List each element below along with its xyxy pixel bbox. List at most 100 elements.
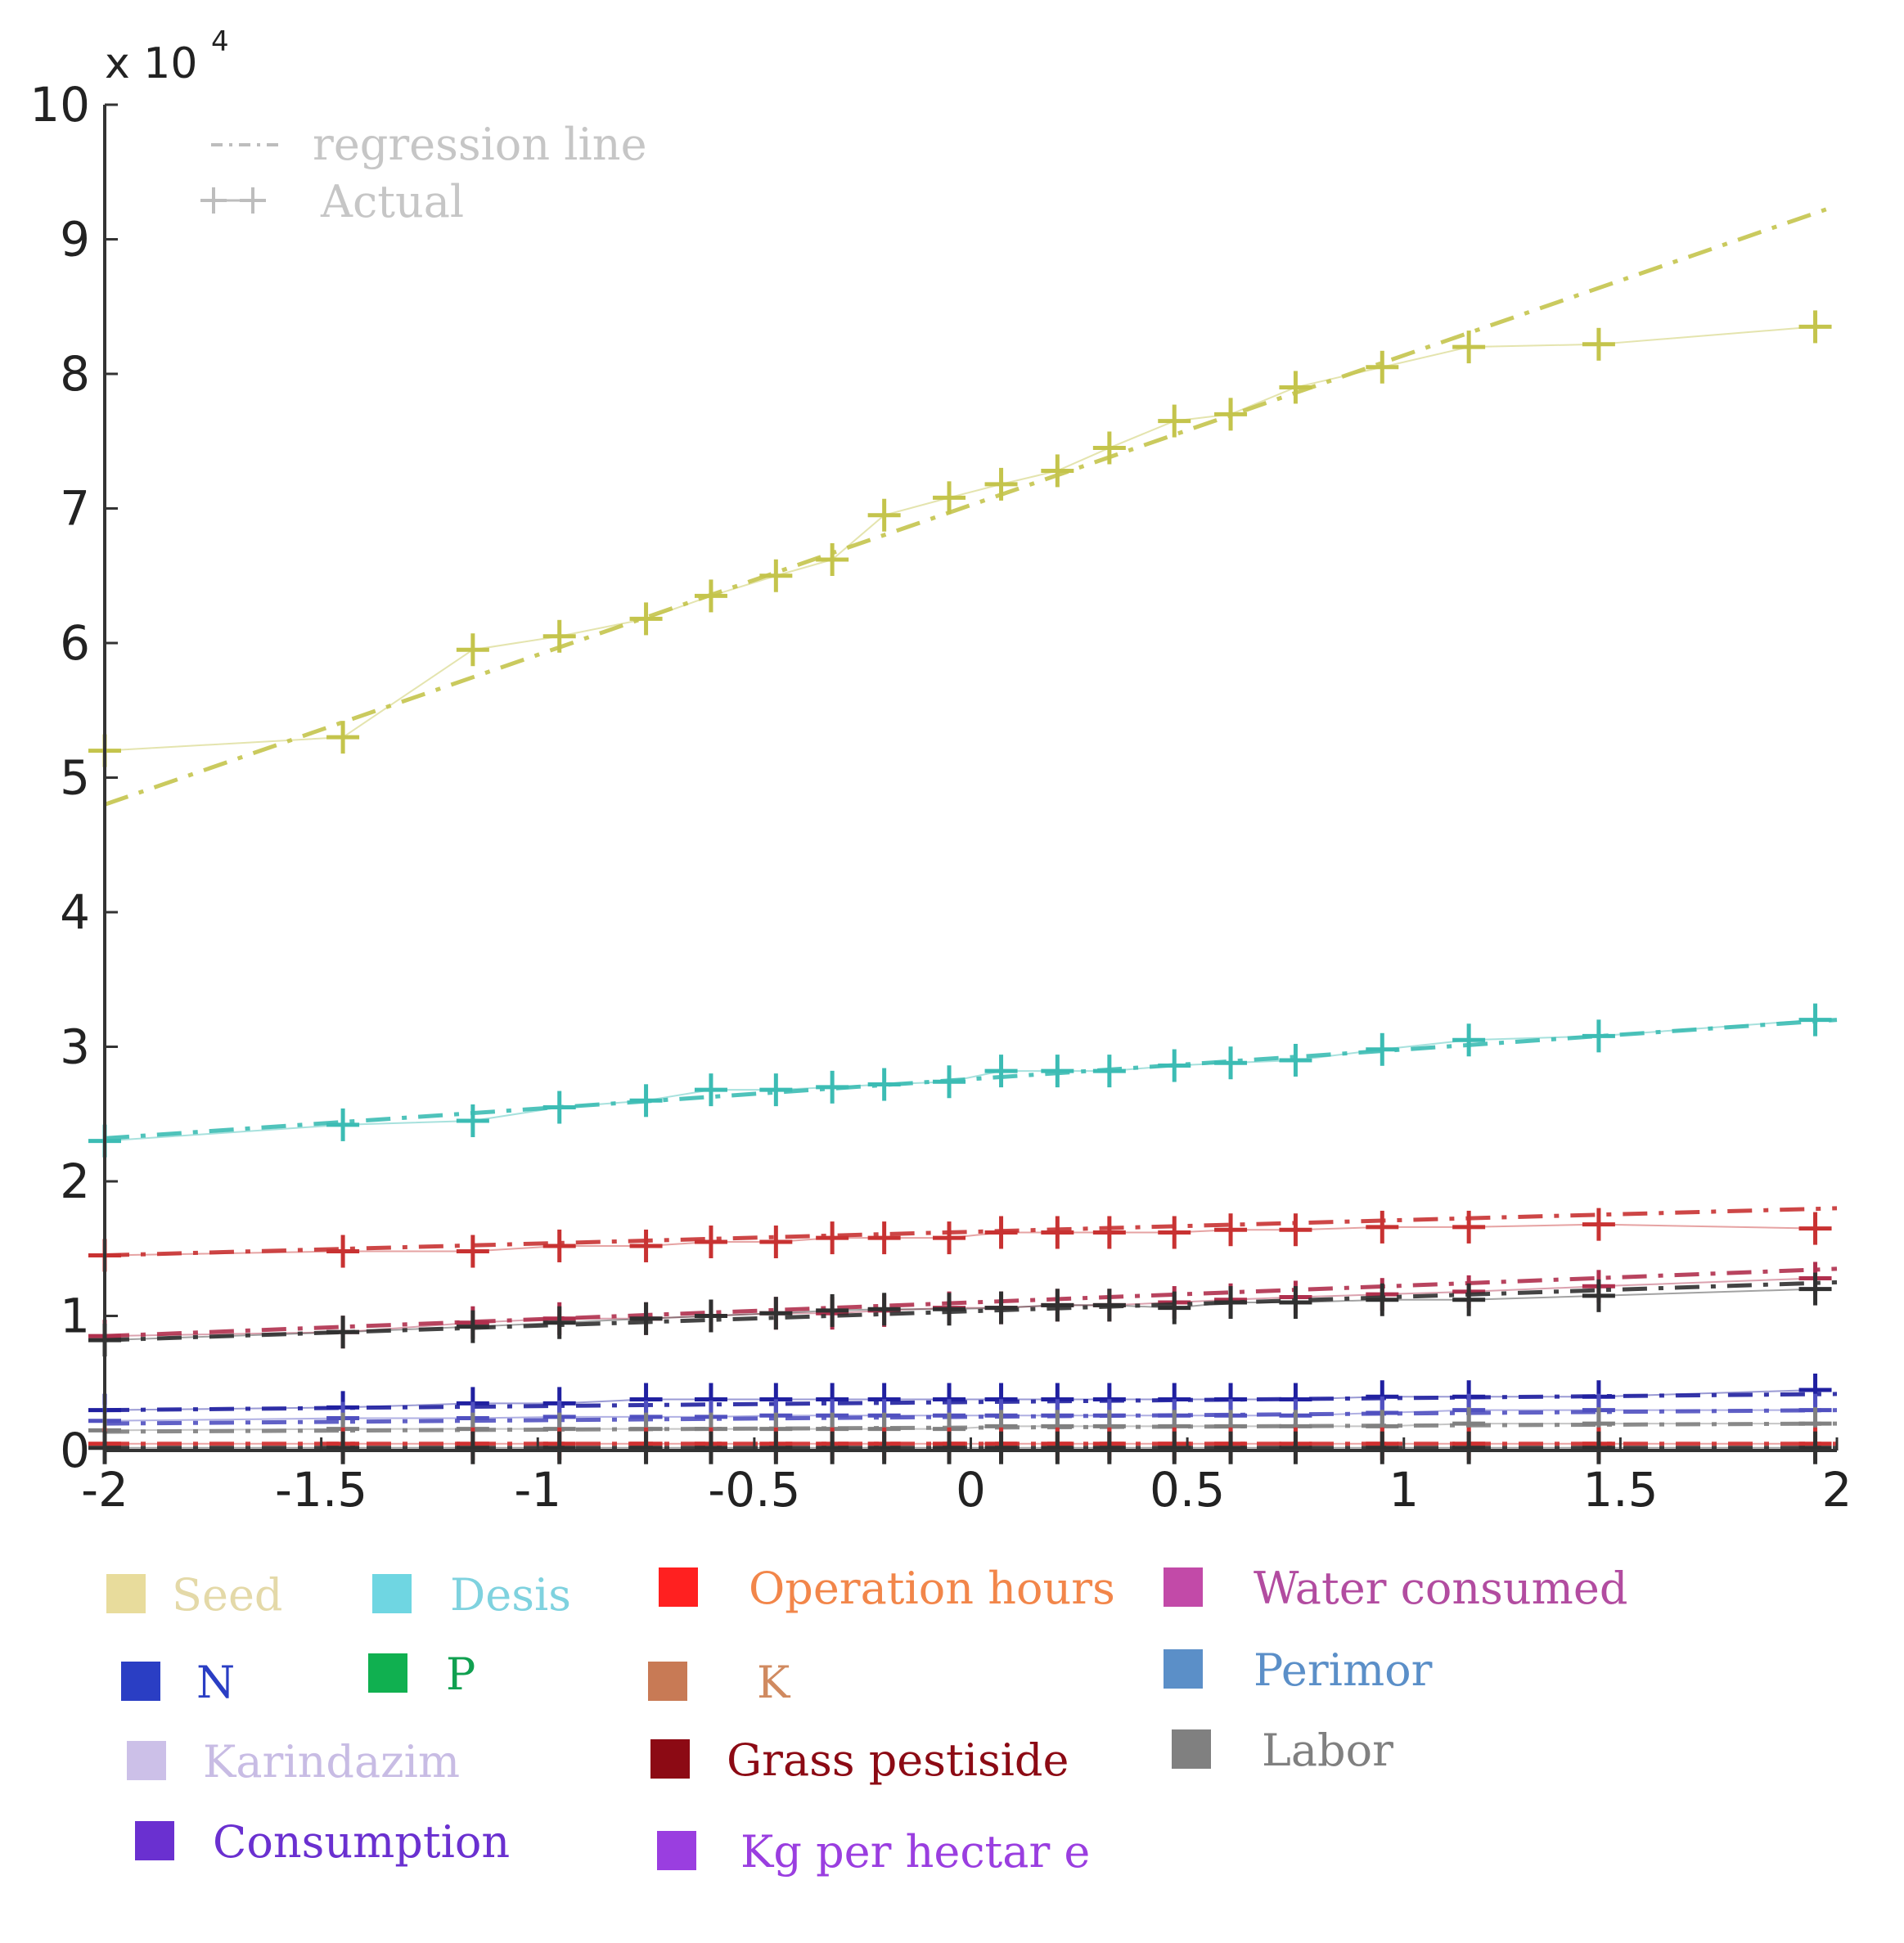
legend-item-water-consumed: Water consumed bbox=[1164, 1563, 1627, 1614]
actual-marker bbox=[1452, 331, 1486, 364]
actual-marker bbox=[759, 1431, 793, 1464]
actual-marker bbox=[694, 1073, 727, 1107]
x-tick-label: -2 bbox=[81, 1462, 128, 1518]
actual-marker bbox=[1798, 1212, 1832, 1245]
legend-item-p: P bbox=[368, 1648, 475, 1700]
actual-marker bbox=[326, 721, 360, 754]
x-tick-label: 2 bbox=[1822, 1462, 1852, 1518]
actual-marker bbox=[456, 633, 489, 667]
inner-legend-label: regression line bbox=[313, 119, 647, 170]
actual-marker bbox=[1214, 398, 1248, 431]
actual-marker bbox=[694, 1299, 727, 1333]
actual-marker bbox=[816, 1431, 849, 1464]
actual-marker bbox=[1366, 1032, 1399, 1066]
legend-label: Desis bbox=[450, 1569, 571, 1621]
actual-marker bbox=[1214, 1046, 1248, 1080]
actual-marker bbox=[759, 1073, 793, 1107]
actual-marker bbox=[456, 1104, 489, 1137]
actual-marker bbox=[542, 619, 576, 653]
y-tick-label: 10 bbox=[29, 77, 90, 133]
actual-marker bbox=[542, 1229, 576, 1262]
actual-marker bbox=[1158, 1291, 1191, 1325]
y-tick-label: 2 bbox=[60, 1154, 90, 1209]
legend-swatch bbox=[372, 1574, 412, 1613]
axes-layer: 0 1 2 3 4 5 6 7 8 9 10 -2 -1.5 -1 -0.5 0 0.5 1 1.5 2 x 10 4 bbox=[29, 25, 1852, 1518]
legend-swatch bbox=[106, 1574, 146, 1613]
actual-marker bbox=[629, 1229, 663, 1262]
actual-marker bbox=[1214, 1213, 1248, 1247]
x-tick-label: 1 bbox=[1389, 1462, 1419, 1518]
actual-marker bbox=[867, 1431, 901, 1464]
legend-swatch bbox=[1172, 1729, 1211, 1769]
regression-line bbox=[104, 204, 1838, 807]
actual-marker bbox=[933, 481, 966, 515]
actual-marker bbox=[326, 1431, 360, 1464]
legend-swatch bbox=[135, 1821, 174, 1860]
actual-marker bbox=[326, 1108, 360, 1141]
legend-item-operation-hours: Operation hours bbox=[659, 1563, 1115, 1614]
actual-marker bbox=[816, 1221, 849, 1255]
actual-marker bbox=[1452, 1431, 1486, 1464]
actual-marker bbox=[456, 1310, 489, 1343]
legend-swatch bbox=[650, 1739, 690, 1779]
legend-item-seed: Seed bbox=[106, 1569, 282, 1621]
actual-marker bbox=[694, 579, 727, 613]
legend-swatch bbox=[1164, 1649, 1203, 1689]
actual-marker bbox=[867, 1221, 901, 1255]
actual-marker bbox=[1798, 310, 1832, 344]
actual-marker bbox=[984, 1431, 1018, 1464]
y-tick-label: 5 bbox=[60, 750, 90, 806]
legend-item-consumption: Consumption bbox=[135, 1816, 510, 1868]
actual-marker bbox=[1092, 1431, 1126, 1464]
legend-label: Seed bbox=[172, 1569, 282, 1621]
y-tick-label: 4 bbox=[60, 884, 90, 940]
actual-marker bbox=[1279, 1286, 1312, 1320]
actual-marker bbox=[1366, 350, 1399, 384]
legend-label: P bbox=[446, 1648, 475, 1700]
actual-marker bbox=[1798, 1272, 1832, 1306]
actual-marker bbox=[984, 1055, 1018, 1088]
actual-marker bbox=[1279, 371, 1312, 404]
actual-marker bbox=[816, 1070, 849, 1104]
legend-item-kg-per-hectar-e: Kg per hectar e bbox=[657, 1826, 1090, 1878]
actual-marker bbox=[1798, 1003, 1832, 1037]
actual-marker bbox=[542, 1306, 576, 1339]
actual-marker bbox=[1092, 1055, 1126, 1088]
inner-legend: regression line Actual bbox=[200, 119, 647, 227]
actual-marker bbox=[456, 1235, 489, 1268]
actual-marker bbox=[542, 1431, 576, 1464]
legend-label: Karindazim bbox=[203, 1736, 460, 1788]
actual-marker bbox=[984, 467, 1018, 501]
actual-marker bbox=[456, 1431, 489, 1464]
legend-item-k: K bbox=[648, 1657, 791, 1708]
legend-item-grass-pestiside: Grass pestiside bbox=[650, 1734, 1069, 1786]
actual-marker bbox=[1158, 1216, 1191, 1249]
actual-marker bbox=[1158, 1049, 1191, 1082]
actual-marker bbox=[816, 1293, 849, 1327]
legend-label: N bbox=[196, 1657, 235, 1708]
legend-label: Kg per hectar e bbox=[740, 1826, 1090, 1878]
legend-swatch bbox=[121, 1662, 160, 1701]
x-tick-label: 0.5 bbox=[1150, 1462, 1225, 1518]
actual-marker bbox=[1582, 1431, 1615, 1464]
legend-swatch bbox=[368, 1653, 407, 1693]
y-exponent-label: 4 bbox=[211, 25, 229, 58]
actual-marker bbox=[694, 1431, 727, 1464]
actual-marker bbox=[629, 1084, 663, 1118]
y-tick-label: 1 bbox=[60, 1289, 90, 1344]
legend-label: Water consumed bbox=[1254, 1563, 1627, 1614]
actual-marker bbox=[984, 1291, 1018, 1325]
series-layer bbox=[88, 204, 1838, 1464]
actual-marker bbox=[759, 1297, 793, 1330]
series-desis bbox=[88, 1003, 1838, 1158]
series-operation-hours bbox=[88, 1206, 1838, 1272]
actual-marker bbox=[1452, 1023, 1486, 1057]
x-tick-label: 0 bbox=[956, 1462, 986, 1518]
legend-item-labor: Labor bbox=[1172, 1725, 1393, 1776]
actual-marker bbox=[1279, 1431, 1312, 1464]
actual-marker bbox=[984, 1216, 1018, 1249]
x-tick-label: -1.5 bbox=[275, 1462, 367, 1518]
legend-swatch bbox=[659, 1567, 698, 1607]
actual-marker bbox=[867, 498, 901, 532]
